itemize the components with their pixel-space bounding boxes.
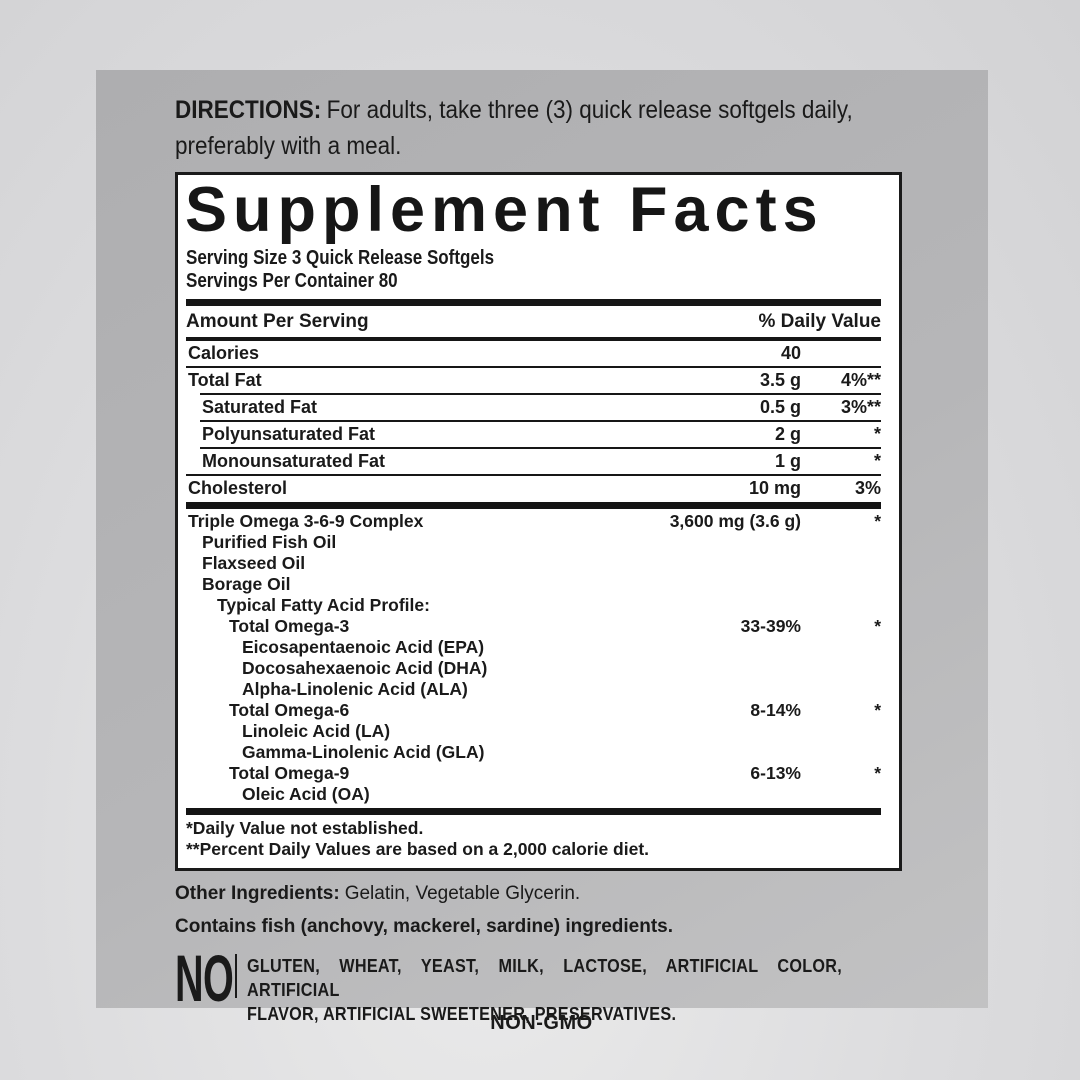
nutrient-amount: 0.5 g [759, 397, 801, 417]
nutrient-amount: 8-14% [750, 700, 801, 720]
footnotes: *Daily Value not established. **Percent … [186, 818, 881, 860]
nutrition-row: Total Omega-6 8-14% * [186, 700, 881, 721]
nutrient-name: Cholesterol [188, 478, 288, 498]
nutrient-amount: 6-13% [750, 763, 801, 783]
free-of-list: GLUTEN, WHEAT, YEAST, MILK, LACTOSE, ART… [246, 952, 842, 1024]
label-content: DIRECTIONS: For adults, take three (3) qu… [175, 70, 908, 1035]
nutrient-amount: 33-39% [740, 616, 801, 636]
nutrient-name: Gamma-Linolenic Acid (GLA) [242, 742, 485, 762]
nutrition-row: Polyunsaturated Fat 2 g * [186, 422, 881, 445]
nutrient-name: Borage Oil [202, 574, 291, 594]
nutrient-name: Docosahexaenoic Acid (DHA) [242, 658, 488, 678]
nutrient-daily-value: * [873, 451, 881, 471]
daily-value-header: % Daily Value [758, 311, 881, 332]
directions-line-1: DIRECTIONS: For adults, take three (3) qu… [175, 92, 909, 128]
section-divider-thick [186, 502, 881, 509]
nutrient-name: Total Omega-6 [229, 700, 350, 720]
free-of-block: NO GLUTEN, WHEAT, YEAST, MILK, LACTOSE, … [175, 941, 908, 1024]
label-panel: DIRECTIONS: For adults, take three (3) qu… [96, 70, 988, 1034]
nutrient-name: Linoleic Acid (LA) [242, 721, 391, 741]
nutrition-row: Eicosapentaenoic Acid (EPA) [186, 637, 881, 658]
nutrition-row: Purified Fish Oil [186, 532, 881, 553]
directions-text: DIRECTIONS: For adults, take three (3) qu… [175, 92, 909, 164]
nutrient-name: Monounsaturated Fat [202, 451, 385, 471]
no-label: NO [175, 941, 234, 1015]
nutrient-amount: 10 mg [748, 478, 801, 498]
nutrition-row: Total Omega-9 6-13% * [186, 763, 881, 784]
nutrient-name: Alpha-Linolenic Acid (ALA) [242, 679, 468, 699]
nutrition-row: Typical Fatty Acid Profile: [186, 595, 881, 616]
nutrient-daily-value: * [874, 763, 881, 783]
nutrient-name: Typical Fatty Acid Profile: [217, 595, 430, 615]
nutrient-name: Polyunsaturated Fat [202, 424, 376, 444]
nutrient-daily-value: 4%** [840, 370, 881, 390]
amount-per-serving-header: Amount Per Serving [186, 311, 369, 332]
nutrient-amount: 3.5 g [759, 370, 801, 390]
supplement-facts-title: Supplement Facts [185, 175, 824, 245]
footnote-daily-value: *Daily Value not established. [186, 818, 424, 838]
nutrition-row: Total Fat 3.5 g 4%** [186, 368, 881, 391]
non-gmo-statement: NON-GMO [490, 1012, 593, 1034]
directions-heading: DIRECTIONS: [175, 96, 322, 124]
nutrient-daily-value: 3%** [840, 397, 881, 417]
free-of-line-2: FLAVOR, ARTIFICIAL SWEETENER, PRESERVATI… [246, 1004, 677, 1024]
other-ingredients-text: Gelatin, Vegetable Glycerin. [344, 883, 581, 904]
nutrition-row: Cholesterol 10 mg 3% [186, 476, 881, 499]
nutrition-row: Monounsaturated Fat 1 g * [186, 449, 881, 472]
section-divider-thick [186, 808, 881, 815]
row-divider [186, 474, 881, 476]
vertical-divider [235, 954, 237, 998]
nutrient-daily-value: * [873, 424, 881, 444]
nutrient-daily-value: * [874, 616, 881, 636]
nutrient-name: Calories [188, 343, 260, 363]
nutrition-row: Oleic Acid (OA) [186, 784, 881, 805]
supplement-facts-box: Supplement Facts Serving Size 3 Quick Re… [175, 172, 902, 871]
nutrient-daily-value: * [874, 511, 881, 531]
row-divider [186, 366, 881, 368]
nutrient-daily-value: 3% [854, 478, 881, 498]
row-divider [200, 447, 881, 449]
nutrition-row: Linoleic Acid (LA) [186, 721, 881, 742]
nutrient-name: Oleic Acid (OA) [242, 784, 370, 804]
nutrient-amount: 2 g [774, 424, 801, 444]
nutrient-amount: 3,600 mg (3.6 g) [669, 511, 801, 531]
facts-column-header: Amount Per Serving % Daily Value [186, 306, 881, 337]
nutrition-rows: Calories 40 Total Fat 3.5 g 4%** Saturated Fa… [186, 341, 881, 815]
nutrition-row: Triple Omega 3-6-9 Complex 3,600 mg (3.6 … [186, 511, 881, 532]
directions-line-2: preferably with a meal. [175, 132, 402, 160]
nutrient-name: Flaxseed Oil [202, 553, 306, 573]
nutrient-name: Total Omega-9 [229, 763, 350, 783]
other-ingredients-heading: Other Ingredients: [175, 883, 340, 904]
servings-per-container: Servings Per Container 80 [186, 270, 398, 292]
serving-size: Serving Size 3 Quick Release Softgels [186, 247, 495, 269]
row-divider [200, 393, 881, 395]
nutrition-row: Flaxseed Oil [186, 553, 881, 574]
directions-line-1-rest: For adults, take three (3) quick release… [326, 96, 853, 124]
footnote-percent-dv: **Percent Daily Values are based on a 2,… [186, 839, 650, 859]
nutrition-row: Gamma-Linolenic Acid (GLA) [186, 742, 881, 763]
nutrition-row: Total Omega-3 33-39% * [186, 616, 881, 637]
nutrient-name: Saturated Fat [202, 397, 318, 417]
other-ingredients: Other Ingredients: Gelatin, Vegetable Gly… [175, 883, 908, 905]
nutrient-name: Total Omega-3 [229, 616, 350, 636]
row-divider [200, 420, 881, 422]
nutrient-daily-value: * [874, 700, 881, 720]
nutrition-row: Alpha-Linolenic Acid (ALA) [186, 679, 881, 700]
nutrient-name: Triple Omega 3-6-9 Complex [188, 511, 424, 531]
nutrition-row: Saturated Fat 0.5 g 3%** [186, 395, 881, 418]
nutrient-amount: 1 g [774, 451, 801, 471]
nutrition-row: Borage Oil [186, 574, 881, 595]
nutrient-name: Eicosapentaenoic Acid (EPA) [242, 637, 485, 657]
divider-thick [186, 299, 881, 306]
nutrition-row: Calories 40 [186, 341, 881, 364]
allergen-contains-statement: Contains fish (anchovy, mackerel, sardin… [175, 916, 674, 937]
divider-medium [186, 337, 881, 341]
nutrition-row: Docosahexaenoic Acid (DHA) [186, 658, 881, 679]
nutrient-name: Purified Fish Oil [202, 532, 337, 552]
nutrient-amount: 40 [780, 343, 801, 363]
free-of-line-1: GLUTEN, WHEAT, YEAST, MILK, LACTOSE, ART… [246, 956, 842, 1000]
nutrient-name: Total Fat [188, 370, 262, 390]
